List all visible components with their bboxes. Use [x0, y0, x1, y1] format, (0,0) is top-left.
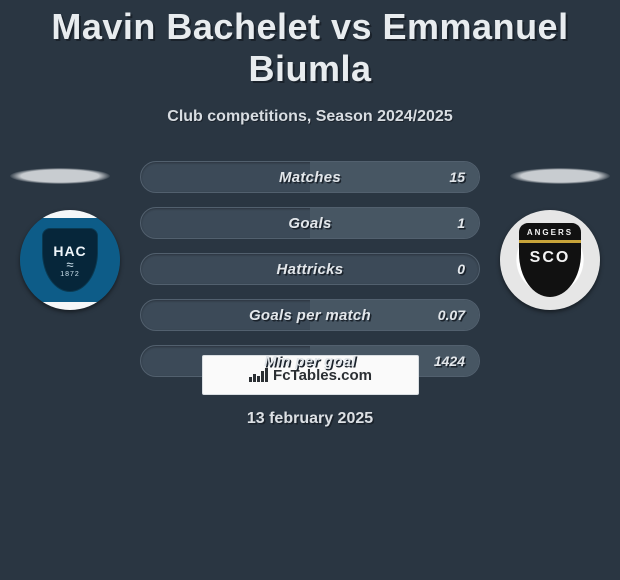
hac-year: 1872 — [60, 271, 80, 278]
right-club-badge: ANGERS SCO — [500, 210, 600, 310]
snapshot-date: 13 february 2025 — [0, 410, 620, 428]
competition-subtitle: Club competitions, Season 2024/2025 — [0, 108, 620, 126]
right-player-placeholder — [510, 168, 610, 184]
sco-abbrev: SCO — [530, 249, 571, 267]
bar-chart-icon — [249, 368, 267, 382]
stat-value-right: 1 — [457, 215, 465, 231]
stat-label: Hattricks — [141, 261, 479, 278]
hac-wave-icon: ≈ — [66, 260, 73, 270]
stat-value-right: 0.07 — [438, 307, 465, 323]
comparison-arena: HAC ≈ 1872 ANGERS SCO Matches15 Goals1 Hat… — [0, 146, 620, 396]
sco-shield: ANGERS SCO — [519, 223, 581, 297]
stat-row: Matches15 — [140, 161, 480, 193]
stat-value-right: 15 — [449, 169, 465, 185]
stat-label: Matches — [141, 169, 479, 186]
left-club-badge: HAC ≈ 1872 — [20, 210, 120, 310]
stat-row: Hattricks0 — [140, 253, 480, 285]
stat-value-right: 1424 — [434, 353, 465, 369]
stat-row: Goals per match0.07 — [140, 299, 480, 331]
left-player-placeholder — [10, 168, 110, 184]
stat-label: Goals — [141, 215, 479, 232]
stat-value-right: 0 — [457, 261, 465, 277]
stat-label: Min per goal — [141, 353, 479, 370]
stat-label: Goals per match — [141, 307, 479, 324]
stat-row: Goals1 — [140, 207, 480, 239]
hac-shield: HAC ≈ 1872 — [42, 228, 98, 292]
page-title: Mavin Bachelet vs Emmanuel Biumla — [0, 0, 620, 90]
sco-city: ANGERS — [527, 228, 573, 237]
sco-stripe — [519, 240, 581, 243]
